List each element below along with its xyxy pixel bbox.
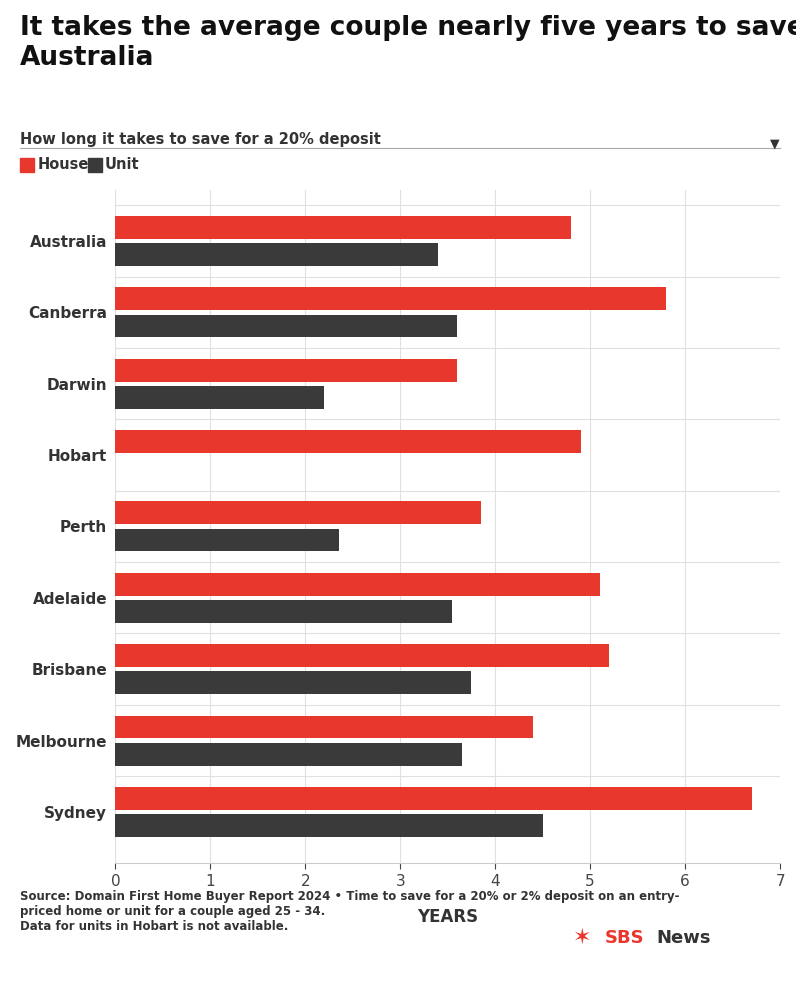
Bar <box>115 716 533 739</box>
Bar <box>115 358 457 381</box>
Bar <box>115 644 609 667</box>
Text: ✶: ✶ <box>573 928 591 948</box>
Bar <box>115 814 543 837</box>
Bar <box>115 600 452 623</box>
Bar <box>115 573 599 596</box>
Bar <box>115 216 572 239</box>
Text: Source: Domain First Home Buyer Report 2024 • Time to save for a 20% or 2% depos: Source: Domain First Home Buyer Report 2… <box>20 890 680 933</box>
Text: House: House <box>37 157 89 173</box>
Bar <box>115 430 581 453</box>
Bar <box>115 386 324 409</box>
Bar <box>115 743 462 765</box>
Text: Unit: Unit <box>105 157 139 173</box>
Bar <box>115 672 471 695</box>
Text: SBS: SBS <box>605 929 645 947</box>
Text: ▼: ▼ <box>771 138 780 151</box>
X-axis label: YEARS: YEARS <box>417 908 478 926</box>
Text: It takes the average couple nearly five years to save for a house in
Australia: It takes the average couple nearly five … <box>20 15 796 71</box>
Bar <box>115 529 338 552</box>
Bar <box>115 501 481 524</box>
Text: How long it takes to save for a 20% deposit: How long it takes to save for a 20% depo… <box>20 132 380 147</box>
Bar <box>115 287 666 310</box>
Bar <box>115 244 439 266</box>
Bar <box>115 314 457 337</box>
Bar <box>115 786 751 809</box>
Text: News: News <box>657 929 711 947</box>
